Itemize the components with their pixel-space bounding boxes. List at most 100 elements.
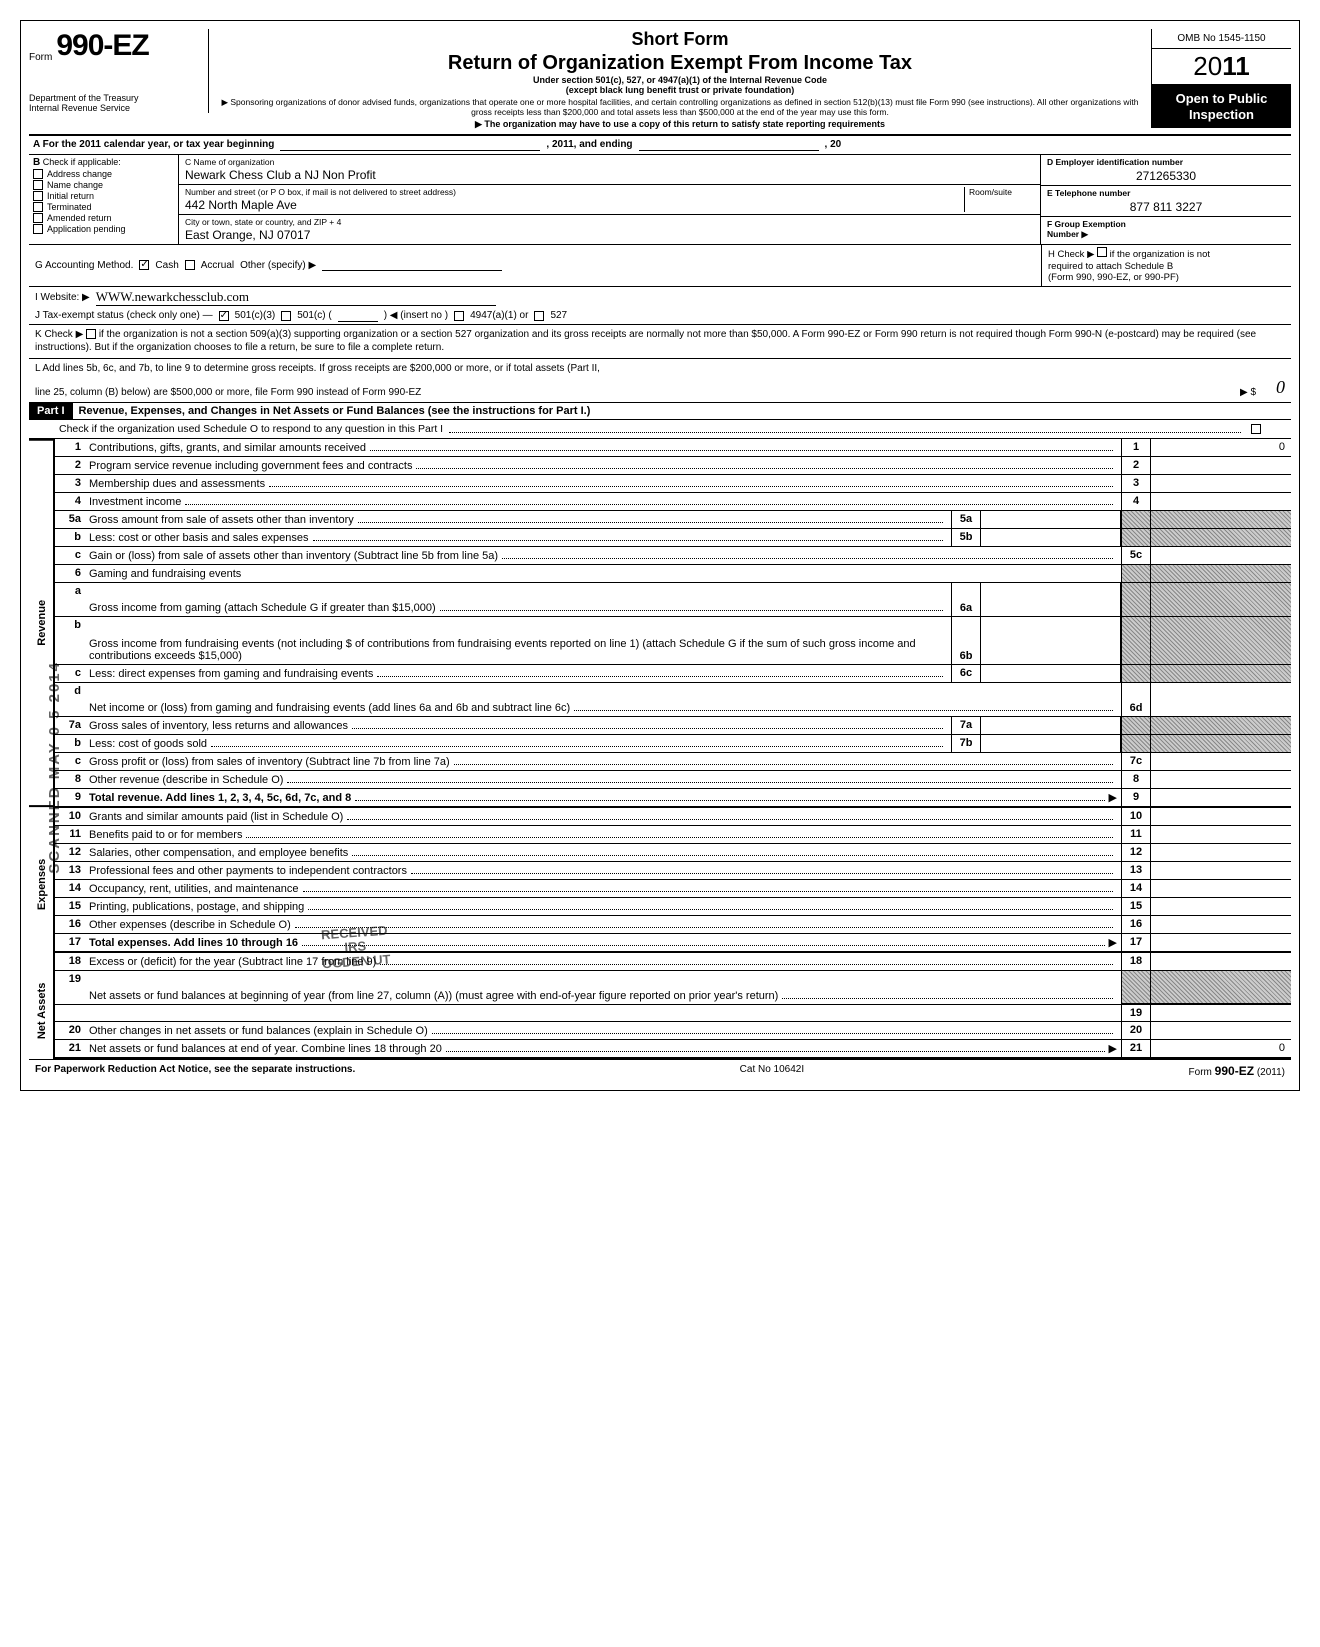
b-caption: Check if applicable:: [43, 157, 121, 167]
line-3-value[interactable]: [1151, 475, 1291, 492]
checkbox-icon[interactable]: [33, 213, 43, 223]
line-6a-value[interactable]: [981, 583, 1121, 616]
line-19-value[interactable]: [1151, 1005, 1291, 1021]
phone-caption: E Telephone number: [1047, 188, 1285, 198]
line-8-value[interactable]: [1151, 771, 1291, 788]
header-right: OMB No 1545-1150 2011 Open to Public Ins…: [1151, 29, 1291, 128]
checkbox-icon[interactable]: [33, 169, 43, 179]
row-a-mid: , 2011, and ending: [546, 139, 632, 151]
part1-check-o: Check if the organization used Schedule …: [29, 420, 1291, 439]
header-center: Short Form Return of Organization Exempt…: [209, 29, 1151, 130]
line-11-value[interactable]: [1151, 826, 1291, 843]
col-b: B Check if applicable: Address change Na…: [29, 155, 179, 244]
line-7a: 7a Gross sales of inventory, less return…: [55, 717, 1291, 735]
line-18-value[interactable]: [1151, 953, 1291, 970]
addr-value: 442 North Maple Ave: [185, 197, 964, 212]
line-9: 9 Total revenue. Add lines 1, 2, 3, 4, 5…: [55, 789, 1291, 808]
line-7a-value[interactable]: [981, 717, 1121, 734]
line-11: 11 Benefits paid to or for members 11: [55, 826, 1291, 844]
line-10-value[interactable]: [1151, 808, 1291, 825]
line-1-value: 0: [1151, 439, 1291, 456]
k-label: K Check ▶: [35, 329, 83, 340]
under-section: Under section 501(c), 527, or 4947(a)(1)…: [217, 75, 1143, 85]
col-c: C Name of organization Newark Chess Club…: [179, 155, 1041, 244]
row-g: G Accounting Method. Cash Accrual Other …: [29, 245, 1041, 285]
section-bcdef: B Check if applicable: Address change Na…: [29, 155, 1291, 245]
tax-year-begin-field[interactable]: [280, 139, 540, 151]
l-value: 0: [1276, 375, 1285, 399]
line-9-value[interactable]: [1151, 789, 1291, 806]
line-20-value[interactable]: [1151, 1022, 1291, 1039]
org-addr-cell: Number and street (or P O box, if mail i…: [179, 185, 1040, 215]
g-label: G Accounting Method.: [35, 260, 133, 271]
chk-address-change[interactable]: Address change: [33, 169, 174, 179]
chk-501c3[interactable]: [219, 311, 229, 321]
line-13-value[interactable]: [1151, 862, 1291, 879]
checkbox-icon[interactable]: [33, 180, 43, 190]
line-7c-value[interactable]: [1151, 753, 1291, 770]
line-13: 13 Professional fees and other payments …: [55, 862, 1291, 880]
line-6c-value[interactable]: [981, 665, 1121, 682]
chk-4947[interactable]: [454, 311, 464, 321]
line-6d: d Net income or (loss) from gaming and f…: [55, 683, 1291, 717]
chk-k[interactable]: [86, 329, 96, 339]
part1-label: Part I: [29, 403, 73, 419]
line-6b-value[interactable]: [981, 617, 1121, 664]
i-label: I Website: ▶: [35, 292, 90, 303]
chk-amended[interactable]: Amended return: [33, 213, 174, 223]
state-note: ▶ The organization may have to use a cop…: [217, 119, 1143, 130]
tax-year: 2011: [1152, 49, 1291, 85]
line-1: 1 Contributions, gifts, grants, and simi…: [55, 439, 1291, 457]
form-page: Form 990-EZ Department of the Treasury I…: [20, 20, 1300, 1091]
website-value: WWW.newarkchessclub.com: [96, 289, 496, 306]
chk-h[interactable]: [1097, 247, 1107, 257]
other-specify-field[interactable]: [322, 259, 502, 271]
chk-accrual[interactable]: [185, 260, 195, 270]
chk-527[interactable]: [534, 311, 544, 321]
except-note: (except black lung benefit trust or priv…: [217, 85, 1143, 95]
line-14-value[interactable]: [1151, 880, 1291, 897]
line-12: 12 Salaries, other compensation, and emp…: [55, 844, 1291, 862]
line-6d-value[interactable]: [1151, 683, 1291, 716]
checkbox-icon[interactable]: [33, 224, 43, 234]
checkbox-icon[interactable]: [33, 191, 43, 201]
row-i: I Website: ▶ WWW.newarkchessclub.com: [29, 287, 1291, 308]
chk-schedule-o[interactable]: [1251, 424, 1261, 434]
501c-num-field[interactable]: [338, 310, 378, 322]
arrow-icon: ▶: [1109, 936, 1117, 949]
line-5c-value[interactable]: [1151, 547, 1291, 564]
line-3: 3 Membership dues and assessments 3: [55, 475, 1291, 493]
line-5a-value[interactable]: [981, 511, 1121, 528]
ein-value: 271265330: [1047, 167, 1285, 183]
line-5b-value[interactable]: [981, 529, 1121, 546]
line-17-value[interactable]: [1151, 934, 1291, 951]
chk-name-change[interactable]: Name change: [33, 180, 174, 190]
chk-initial-return[interactable]: Initial return: [33, 191, 174, 201]
j-label: J Tax-exempt status (check only one) —: [35, 310, 213, 321]
chk-app-pending[interactable]: Application pending: [33, 224, 174, 234]
footer: For Paperwork Reduction Act Notice, see …: [29, 1059, 1291, 1082]
line-14: 14 Occupancy, rent, utilities, and maint…: [55, 880, 1291, 898]
form-prefix: Form: [29, 52, 52, 63]
chk-501c[interactable]: [281, 311, 291, 321]
line-7b-value[interactable]: [981, 735, 1121, 752]
chk-terminated[interactable]: Terminated: [33, 202, 174, 212]
line-16-value[interactable]: [1151, 916, 1291, 933]
tax-year-end-field[interactable]: [639, 139, 819, 151]
line-2-value[interactable]: [1151, 457, 1291, 474]
chk-cash[interactable]: [139, 260, 149, 270]
short-form-label: Short Form: [217, 29, 1143, 50]
city-value: East Orange, NJ 07017: [185, 227, 1034, 242]
l-text1: L Add lines 5b, 6c, and 7b, to line 9 to…: [35, 362, 1285, 376]
line-5b: b Less: cost or other basis and sales ex…: [55, 529, 1291, 547]
checkbox-icon[interactable]: [33, 202, 43, 212]
line-8: 8 Other revenue (describe in Schedule O)…: [55, 771, 1291, 789]
org-name-value: Newark Chess Club a NJ Non Profit: [185, 167, 1034, 182]
form-number: 990-EZ: [56, 29, 148, 63]
year-20: 20: [1193, 51, 1222, 81]
group-exempt-cell: F Group Exemption Number ▶: [1041, 217, 1291, 242]
line-15-value[interactable]: [1151, 898, 1291, 915]
line-19b: 19: [55, 1005, 1291, 1022]
line-12-value[interactable]: [1151, 844, 1291, 861]
line-4-value[interactable]: [1151, 493, 1291, 510]
